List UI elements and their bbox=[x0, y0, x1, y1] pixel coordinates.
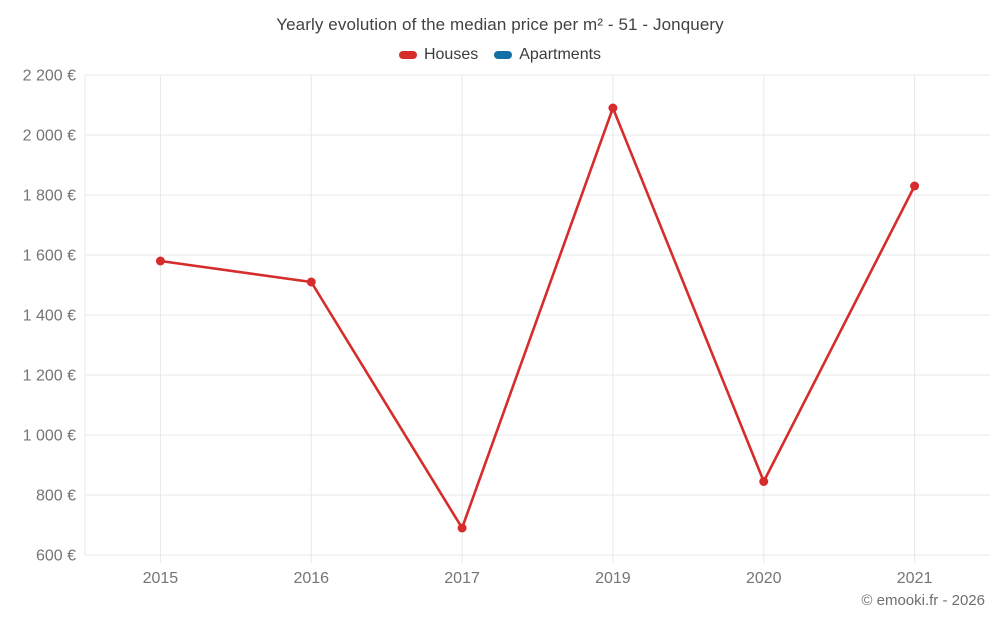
x-axis-tick-label: 2019 bbox=[595, 570, 631, 587]
legend-item-houses[interactable]: Houses bbox=[398, 46, 479, 64]
apartments-series-swatch bbox=[494, 51, 513, 59]
houses-data-point[interactable] bbox=[306, 277, 316, 287]
y-axis-tick-label: 600 € bbox=[36, 548, 76, 565]
x-axis-tick-label: 2020 bbox=[746, 570, 782, 587]
legend: Houses Apartments bbox=[0, 46, 1000, 64]
y-axis-tick-label: 1 800 € bbox=[23, 188, 76, 205]
x-axis-tick-label: 2021 bbox=[897, 570, 933, 587]
houses-data-point[interactable] bbox=[910, 181, 920, 191]
legend-item-apartments[interactable]: Apartments bbox=[494, 46, 601, 64]
y-axis-tick-label: 2 000 € bbox=[23, 128, 76, 145]
legend-label-apartments: Apartments bbox=[519, 46, 602, 63]
houses-series-swatch bbox=[398, 51, 417, 59]
houses-data-point[interactable] bbox=[608, 103, 618, 113]
y-axis-tick-label: 1 400 € bbox=[23, 308, 76, 325]
y-axis-tick-label: 2 200 € bbox=[23, 68, 76, 85]
houses-data-point[interactable] bbox=[759, 477, 769, 486]
houses-series-line bbox=[159, 106, 916, 530]
x-axis-tick-label: 2015 bbox=[143, 570, 179, 587]
y-axis-tick-label: 800 € bbox=[36, 488, 76, 505]
copyright: © emooki.fr - 2026 bbox=[861, 592, 985, 609]
x-axis-tick-label: 2017 bbox=[444, 570, 480, 587]
houses-data-point[interactable] bbox=[457, 523, 467, 533]
y-axis-tick-label: 1 600 € bbox=[23, 248, 76, 265]
y-axis-tick-label: 1 000 € bbox=[23, 428, 76, 445]
houses-data-point[interactable] bbox=[155, 256, 165, 266]
legend-label-houses: Houses bbox=[423, 46, 479, 63]
y-axis-tick-label: 1 200 € bbox=[23, 368, 76, 385]
x-axis-tick-label: 2016 bbox=[293, 570, 329, 587]
chart-title: Yearly evolution of the median price per… bbox=[276, 15, 724, 34]
